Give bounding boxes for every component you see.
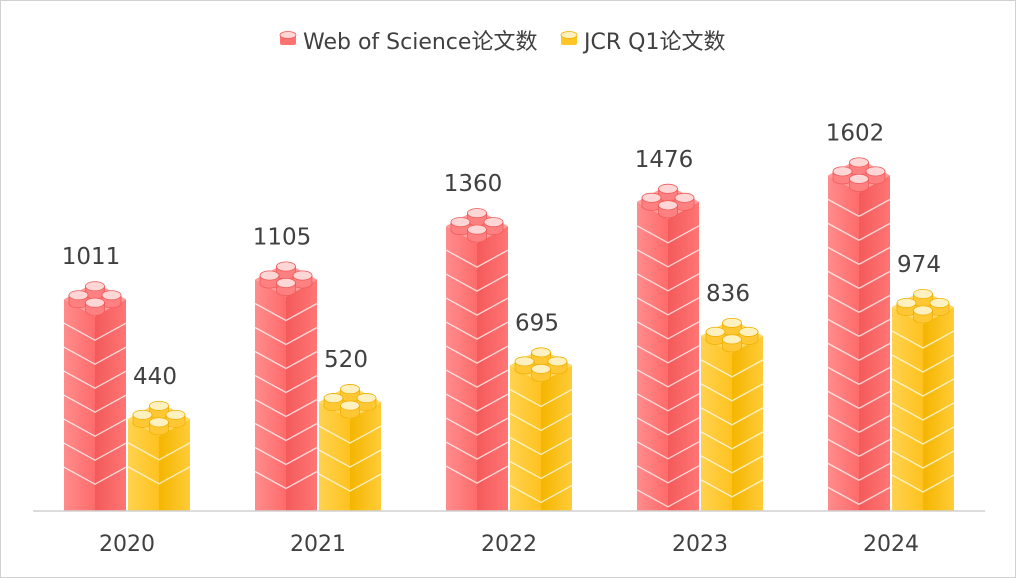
data-label-2023-series0: 1476 bbox=[635, 147, 694, 173]
bar-2023-series0 bbox=[636, 183, 700, 511]
bar-2022-series0 bbox=[445, 208, 509, 511]
data-label-2021-series0: 1105 bbox=[253, 225, 312, 251]
data-label-2021-series1: 520 bbox=[324, 347, 368, 373]
bar-2021-series1 bbox=[318, 384, 382, 511]
x-tick-2020: 2020 bbox=[99, 532, 155, 557]
data-label-2023-series1: 836 bbox=[706, 281, 750, 307]
data-label-2022-series0: 1360 bbox=[444, 171, 503, 197]
data-label-2024-series1: 974 bbox=[897, 252, 941, 278]
data-label-2024-series0: 1602 bbox=[826, 120, 885, 146]
bar-2024-series0 bbox=[827, 157, 891, 512]
x-tick-2021: 2021 bbox=[290, 532, 346, 557]
bar-2020-series1 bbox=[127, 400, 191, 511]
x-axis-ticks: 2020 2021 2022 2023 2024 bbox=[99, 532, 919, 557]
bars-group bbox=[63, 157, 955, 512]
x-tick-2023: 2023 bbox=[672, 532, 728, 557]
bar-2021-series0 bbox=[254, 261, 318, 511]
data-label-2020-series1: 440 bbox=[133, 364, 177, 390]
legend-swatch-jcr bbox=[560, 31, 578, 45]
x-tick-2024: 2024 bbox=[863, 532, 919, 557]
bar-2023-series1 bbox=[700, 317, 764, 511]
data-label-2022-series1: 695 bbox=[515, 310, 559, 336]
legend-label-wos: Web of Science论文数 bbox=[303, 30, 537, 55]
legend-label-jcr: JCR Q1论文数 bbox=[582, 30, 725, 55]
legend-item-wos: Web of Science论文数 bbox=[279, 30, 537, 55]
x-tick-2022: 2022 bbox=[481, 532, 537, 557]
bar-2020-series0 bbox=[63, 281, 127, 511]
legend: Web of Science论文数 JCR Q1论文数 bbox=[279, 30, 725, 55]
data-label-2020-series0: 1011 bbox=[62, 244, 121, 270]
value-labels: 1011 440 1105 520 1360 695 1476 836 1602 974 bbox=[62, 120, 941, 389]
legend-item-jcr: JCR Q1论文数 bbox=[560, 30, 725, 55]
legend-swatch-wos bbox=[279, 31, 297, 45]
bar-2022-series1 bbox=[509, 347, 573, 511]
bar-2024-series1 bbox=[891, 288, 955, 511]
